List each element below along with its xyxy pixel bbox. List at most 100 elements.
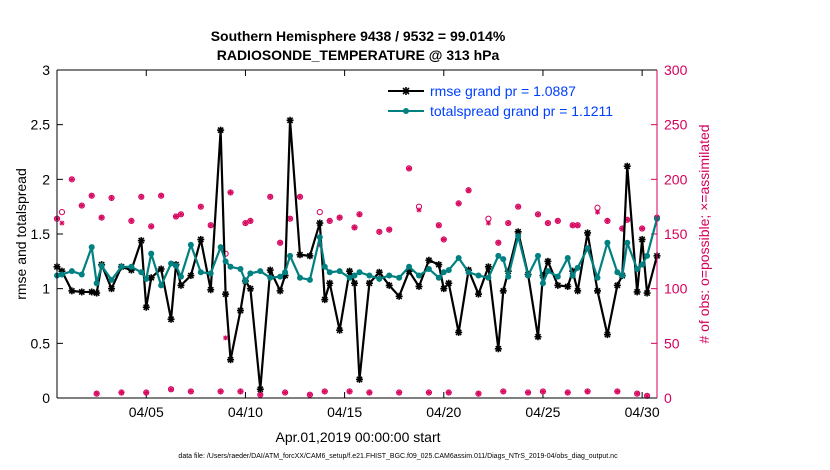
obs-assimilated-point [228, 189, 234, 195]
obs-assimilated-point [99, 215, 105, 221]
obs-assimilated-point [495, 240, 501, 246]
obs-assimilated-point [59, 220, 65, 226]
totalspread-point [321, 263, 328, 270]
obs-possible-point [405, 165, 413, 172]
y-tick-label-left: 0 [42, 390, 50, 406]
obs-assimilated-point [594, 209, 600, 215]
x-tick-label: 04/10 [228, 404, 263, 420]
rmse-point [351, 279, 359, 287]
rmse-point [296, 251, 304, 259]
totalspread-point [326, 269, 333, 276]
obs-assimilated-point [198, 204, 204, 210]
obs-possible-point [306, 391, 313, 398]
obs-possible-point [505, 219, 512, 227]
y-tick-label-right: 0 [664, 390, 672, 406]
x-tick-label: 04/30 [625, 404, 660, 420]
totalspread-point [406, 263, 413, 270]
rmse-point [435, 261, 443, 269]
obs-assimilated-point [109, 195, 115, 201]
totalspread-point [366, 272, 373, 279]
rmse-point [375, 268, 383, 276]
obs-possible-point [138, 193, 145, 200]
rmse-point [187, 272, 195, 280]
totalspread-point [639, 261, 646, 268]
obs-assimilated-point [188, 388, 194, 394]
rmse-point [633, 288, 641, 296]
obs-possible-point [465, 187, 472, 194]
obs-possible-point [326, 217, 333, 224]
y-tick-label-right: 100 [664, 281, 688, 297]
rmse-point [276, 287, 284, 295]
obs-possible-point [634, 390, 641, 397]
obs-assimilated-point [138, 194, 144, 200]
chart-title-line-1: Southern Hemisphere 9438 / 9532 = 99.014… [211, 28, 506, 44]
obs-possible-point [267, 193, 274, 200]
totalspread-point [485, 274, 492, 281]
obs-assimilated-point [570, 222, 576, 228]
totalspread-point [118, 263, 125, 270]
totalspread-point [58, 271, 65, 278]
y-tick-label-left: 2.5 [31, 117, 51, 133]
totalspread-point [78, 271, 85, 278]
y-tick-label-right: 300 [664, 62, 688, 78]
totalspread-point [445, 267, 452, 274]
obs-possible-point [207, 222, 214, 229]
x-tick-label: 04/05 [129, 404, 164, 420]
totalspread-point [515, 233, 522, 240]
obs-assimilated-point [218, 388, 224, 394]
rmse-point [286, 116, 294, 124]
obs-assimilated-point [287, 216, 293, 222]
totalspread-point [425, 265, 432, 272]
obs-assimilated-point [347, 388, 353, 394]
totalspread-point [346, 274, 353, 281]
obs-possible-point [440, 236, 447, 243]
obs-assimilated-point [456, 200, 462, 206]
y-tick-label-right: 250 [664, 117, 688, 133]
obs-assimilated-point [337, 215, 343, 221]
obs-assimilated-point [515, 204, 521, 210]
obs-assimilated-point [94, 391, 100, 397]
obs-assimilated-point [634, 391, 640, 397]
rmse-point [93, 289, 101, 297]
obs-possible-point [78, 202, 85, 209]
rmse-point [425, 256, 433, 264]
obs-assimilated-point [540, 388, 546, 394]
obs-possible-point [277, 239, 284, 246]
obs-assimilated-point [426, 390, 432, 396]
y-tick-label-left: 2 [42, 171, 50, 187]
totalspread-point [435, 274, 442, 281]
obs-possible-point [346, 388, 353, 395]
obs-assimilated-point [297, 194, 303, 200]
rmse-point [197, 235, 205, 243]
obs-possible-point [316, 209, 323, 216]
rmse-point [499, 287, 507, 295]
obs-possible-point [515, 203, 522, 210]
obs-possible-point [281, 389, 289, 396]
legend-spread-label: totalspread grand pr = 1.1211 [430, 103, 613, 119]
rmse-point [68, 287, 76, 295]
obs-possible-point [167, 386, 175, 393]
footer-data-file: data file: /Users/raeder/DAI/ATM_forcXX/… [178, 453, 618, 460]
obs-possible-point [544, 219, 552, 227]
rmse-point [137, 237, 145, 245]
obs-possible-point [88, 192, 95, 199]
rmse-point [603, 331, 611, 339]
obs-assimilated-point [644, 393, 650, 399]
obs-assimilated-point [575, 222, 581, 228]
legend-rmse-marker [402, 87, 410, 95]
obs-assimilated-point [118, 390, 124, 396]
rmse-point [355, 375, 363, 383]
totalspread-point [242, 278, 249, 285]
obs-possible-point [321, 388, 328, 395]
y-tick-label-right: 200 [664, 171, 688, 187]
totalspread-point [98, 262, 105, 269]
obs-assimilated-point [173, 214, 179, 220]
totalspread-point [237, 265, 244, 272]
obs-possible-point [351, 224, 358, 231]
totalspread-point [376, 275, 383, 282]
y-axis-label-right: # of obs: o=possible; ×=assimilated [696, 124, 712, 343]
obs-possible-point [143, 389, 150, 396]
obs-possible-point [495, 239, 502, 246]
rmse-point [593, 287, 601, 295]
